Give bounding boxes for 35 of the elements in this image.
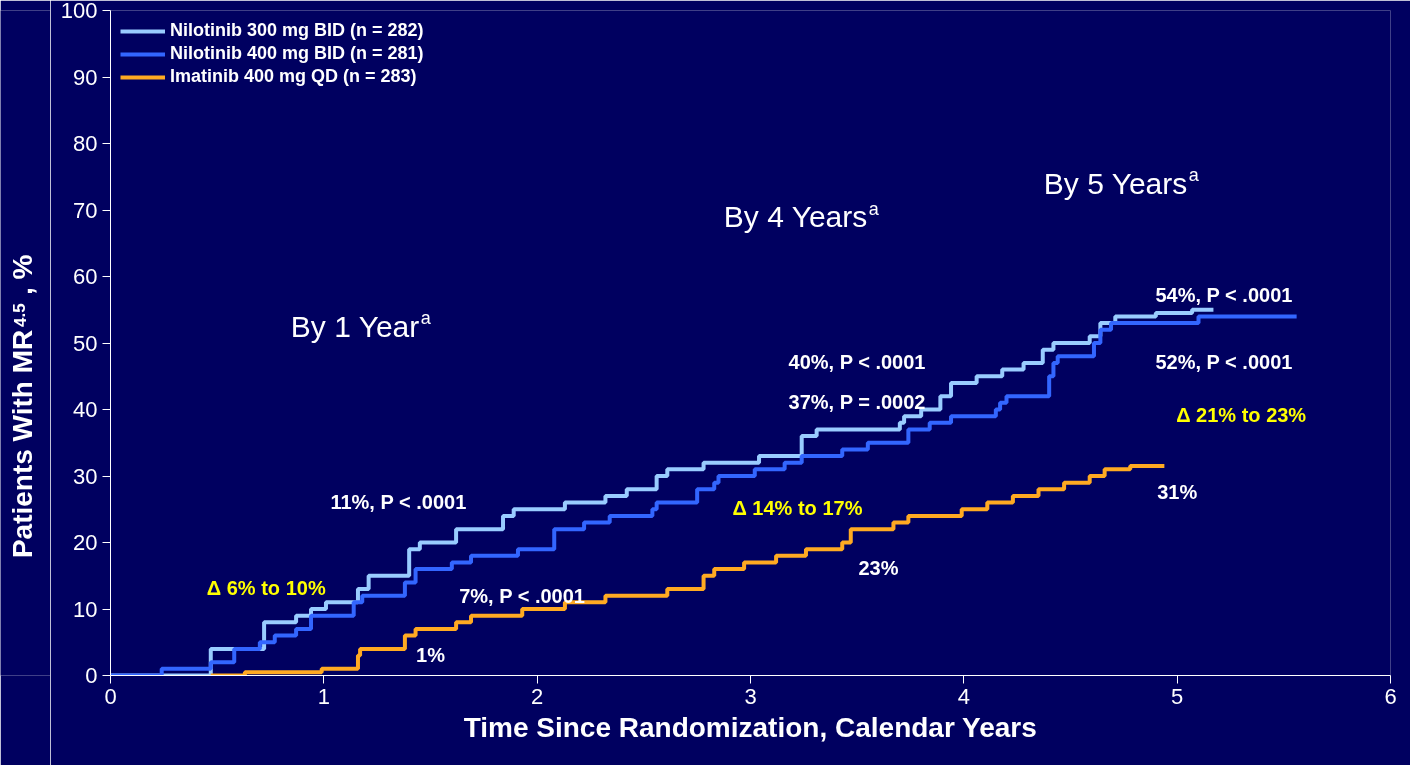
annotation: Δ 21% to 23% xyxy=(1176,404,1307,427)
y-tick-label: 50 xyxy=(73,330,98,356)
y-tick-label: 100 xyxy=(60,0,98,23)
y-axis-title: Patients With MR4.5, % xyxy=(7,254,38,559)
annotation: 37%, P = .0002 xyxy=(788,390,926,413)
annotation: 31% xyxy=(1157,480,1198,503)
y-tick-label: 10 xyxy=(73,596,98,622)
legend-label: Imatinib 400 mg QD (n = 283) xyxy=(170,66,417,87)
annotation: 1% xyxy=(416,643,446,666)
legend-label: Nilotinib 400 mg BID (n = 281) xyxy=(170,43,424,64)
x-tick-label: 5 xyxy=(1171,683,1184,709)
y-tick-label: 70 xyxy=(73,197,98,223)
annotation: 7%, P < .0001 xyxy=(459,585,585,608)
annotation: 23% xyxy=(858,557,899,580)
x-tick-label: 0 xyxy=(104,683,117,709)
annotation: 11%, P < .0001 xyxy=(330,490,467,513)
annotation: 40%, P < .0001 xyxy=(788,350,926,373)
y-tick-label: 0 xyxy=(85,663,98,688)
x-tick-label: 6 xyxy=(1384,683,1397,709)
y-tick-label: 40 xyxy=(73,397,98,422)
annotation: Δ 6% to 10% xyxy=(206,577,326,600)
y-tick-label: 30 xyxy=(73,463,98,489)
x-tick-label: 1 xyxy=(317,683,330,709)
x-tick-label: 3 xyxy=(744,683,757,709)
x-axis-title: Time Since Randomization, Calendar Years xyxy=(463,711,1037,743)
annotation: 54%, P < .0001 xyxy=(1155,284,1293,307)
annotation: 52%, P < .0001 xyxy=(1155,350,1293,373)
x-tick-label: 2 xyxy=(531,683,544,709)
y-tick-label: 60 xyxy=(73,264,98,289)
legend-label: Nilotinib 300 mg BID (n = 282) xyxy=(170,20,424,41)
y-tick-label: 20 xyxy=(73,530,98,555)
y-tick-label: 90 xyxy=(73,64,98,90)
x-tick-label: 4 xyxy=(957,683,970,709)
y-tick-label: 80 xyxy=(73,131,98,156)
annotation: Δ 14% to 17% xyxy=(732,497,863,520)
